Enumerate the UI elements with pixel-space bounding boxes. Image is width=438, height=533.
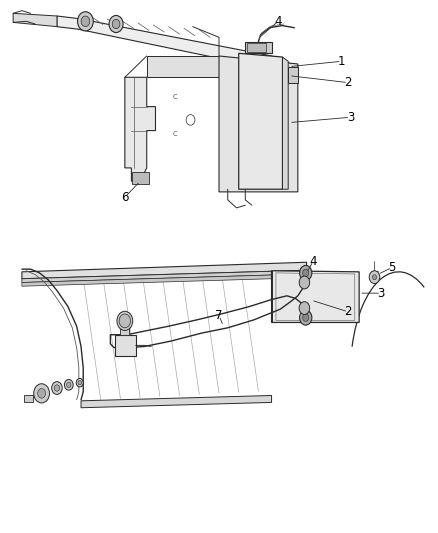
Circle shape [303, 314, 309, 321]
Text: 6: 6 [121, 191, 129, 204]
Circle shape [299, 302, 310, 314]
Polygon shape [81, 395, 272, 408]
Circle shape [117, 311, 133, 330]
Text: 3: 3 [378, 287, 385, 300]
Circle shape [303, 269, 309, 277]
Text: 7: 7 [215, 309, 223, 322]
Circle shape [300, 310, 312, 325]
Circle shape [38, 389, 46, 398]
Circle shape [109, 15, 123, 33]
Circle shape [67, 382, 71, 387]
Bar [247, 43, 266, 52]
Polygon shape [24, 395, 33, 402]
Polygon shape [57, 16, 298, 77]
Text: 1: 1 [338, 55, 346, 68]
Text: 3: 3 [347, 111, 354, 124]
Bar [132, 172, 149, 184]
Polygon shape [22, 274, 307, 286]
Circle shape [64, 379, 73, 390]
Polygon shape [239, 53, 283, 189]
Polygon shape [219, 56, 298, 192]
Text: 2: 2 [344, 305, 352, 318]
Circle shape [54, 385, 60, 391]
Polygon shape [283, 57, 288, 189]
Circle shape [119, 314, 131, 328]
Circle shape [112, 19, 120, 29]
Text: 2: 2 [344, 76, 352, 89]
Polygon shape [115, 335, 136, 356]
Polygon shape [13, 13, 57, 27]
Circle shape [300, 265, 312, 280]
Circle shape [78, 12, 93, 31]
Polygon shape [147, 56, 219, 77]
Circle shape [76, 378, 83, 387]
Polygon shape [272, 271, 359, 322]
Circle shape [34, 384, 49, 403]
Text: C: C [173, 94, 178, 100]
Circle shape [299, 276, 310, 289]
Polygon shape [22, 262, 307, 279]
Circle shape [186, 115, 195, 125]
Polygon shape [125, 77, 155, 181]
Circle shape [372, 274, 377, 280]
Text: C: C [173, 131, 178, 137]
Polygon shape [120, 325, 129, 335]
Circle shape [81, 16, 90, 27]
Circle shape [52, 382, 62, 394]
Circle shape [369, 271, 380, 284]
Circle shape [78, 381, 81, 385]
Text: 5: 5 [389, 261, 396, 274]
Polygon shape [22, 270, 307, 282]
Text: 4: 4 [274, 15, 282, 28]
Bar [288, 67, 298, 83]
Text: 4: 4 [309, 255, 317, 268]
Bar [245, 42, 272, 53]
